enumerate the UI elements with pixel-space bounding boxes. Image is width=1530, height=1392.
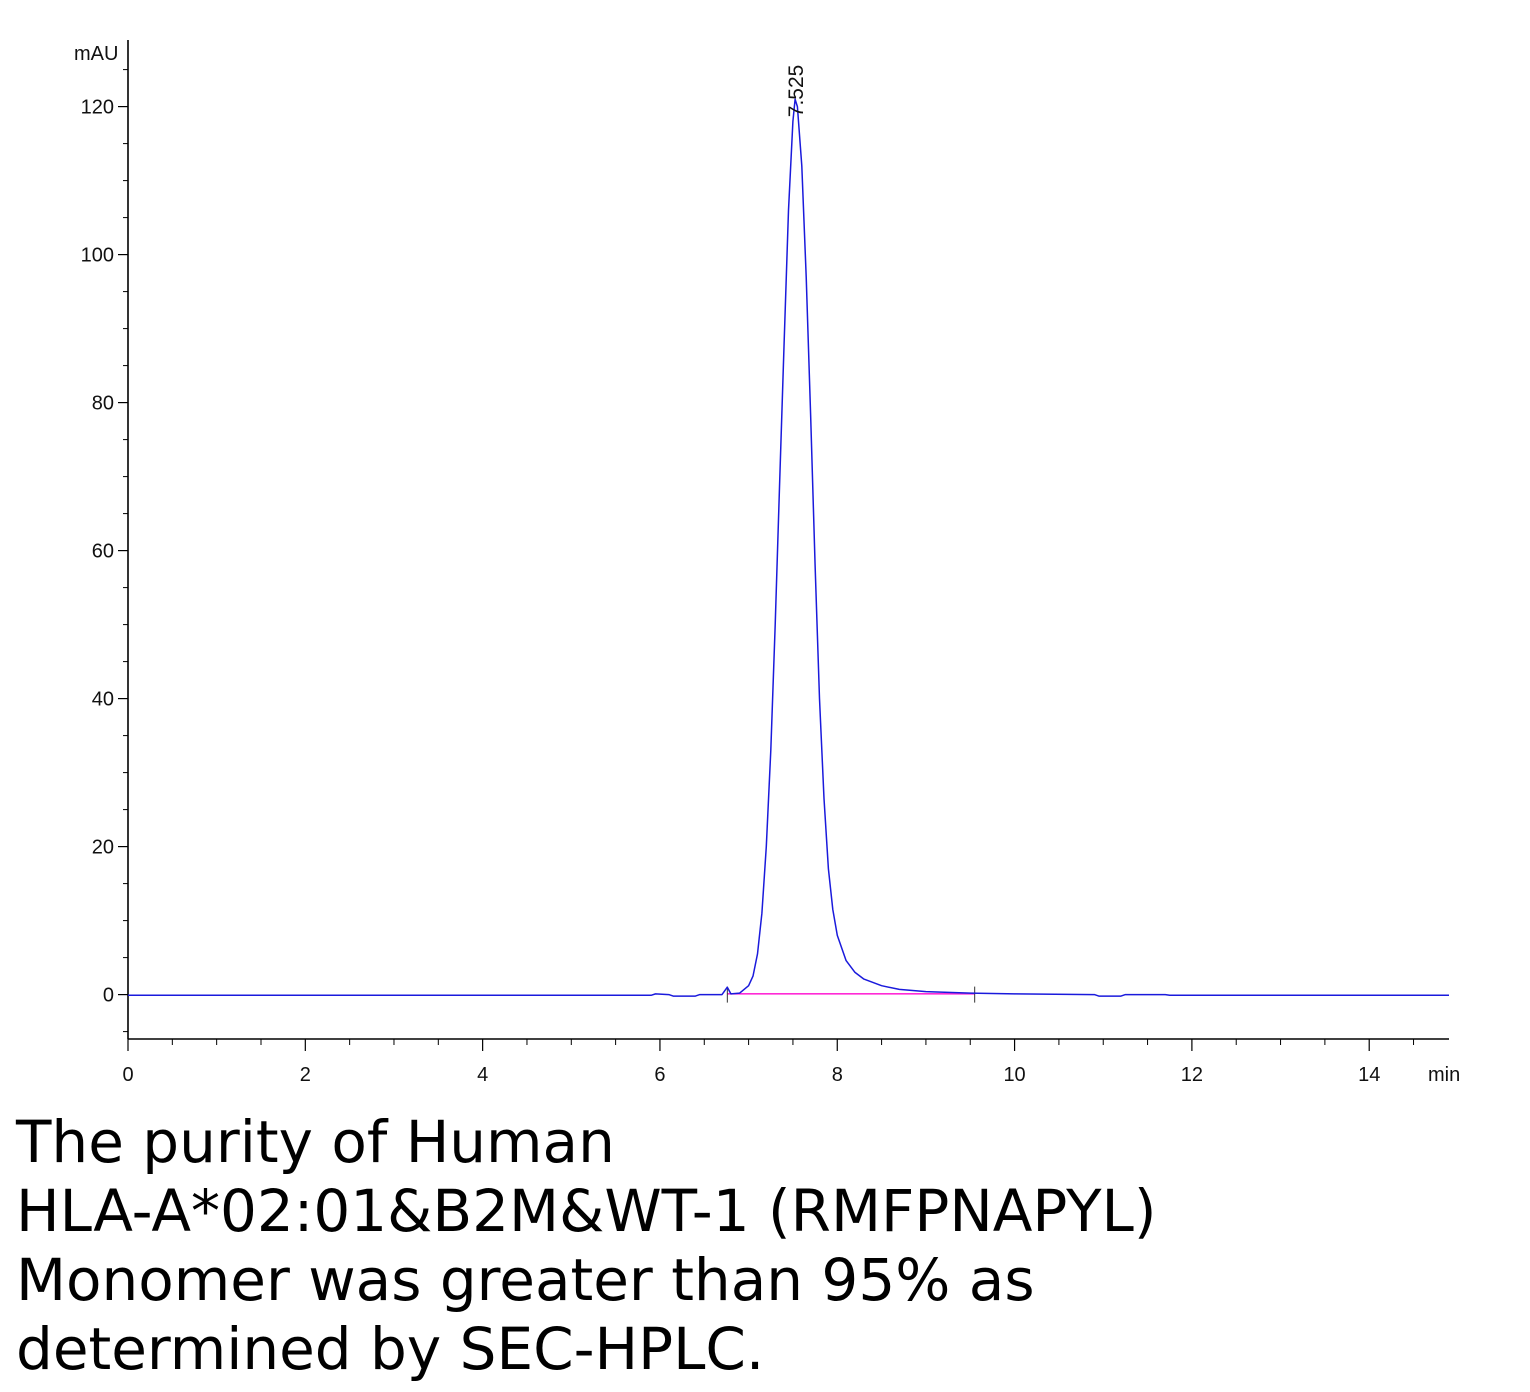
x-tick-label: 2: [300, 1064, 311, 1086]
x-tick-label: 6: [654, 1064, 665, 1086]
x-axis: 0 2 4 6 8 10 12 14: [122, 1038, 1449, 1086]
y-axis-label: mAU: [74, 43, 118, 65]
y-tick-label: 0: [103, 985, 114, 1007]
plot-area: 7.525: [128, 65, 1449, 1003]
x-tick-label: 8: [832, 1064, 843, 1086]
x-tick-label: 10: [1003, 1064, 1025, 1086]
x-tick-label: 0: [122, 1064, 133, 1086]
y-tick-label: 60: [92, 541, 114, 563]
caption-line: determined by SEC-HPLC.: [16, 1315, 765, 1383]
signal-trace: [128, 98, 1449, 997]
x-tick-label: 4: [477, 1064, 488, 1086]
x-axis-label: min: [1428, 1064, 1460, 1086]
y-tick-label: 20: [92, 837, 114, 859]
y-tick-label: 80: [92, 393, 114, 415]
y-axis: 0 20 40 60 80 100 120: [81, 40, 129, 1039]
caption-line: The purity of Human: [16, 1108, 615, 1176]
peak-label: 7.525: [785, 65, 808, 118]
chromatogram-chart: 0 20 40 60 80 100 120 0 2 4 6 8 10 12 14 7.525 mAU mi…: [74, 40, 1460, 1086]
x-tick-label: 12: [1181, 1064, 1203, 1086]
caption: The purity of Human HLA-A*02:01&B2M&WT-1…: [16, 1108, 1516, 1384]
y-tick-label: 120: [81, 97, 114, 119]
y-tick-label: 100: [81, 245, 114, 267]
y-tick-label: 40: [92, 689, 114, 711]
caption-line: Monomer was greater than 95% as: [16, 1246, 1035, 1314]
x-tick-label: 14: [1358, 1064, 1380, 1086]
caption-line: HLA-A*02:01&B2M&WT-1 (RMFPNAPYL): [16, 1177, 1157, 1245]
